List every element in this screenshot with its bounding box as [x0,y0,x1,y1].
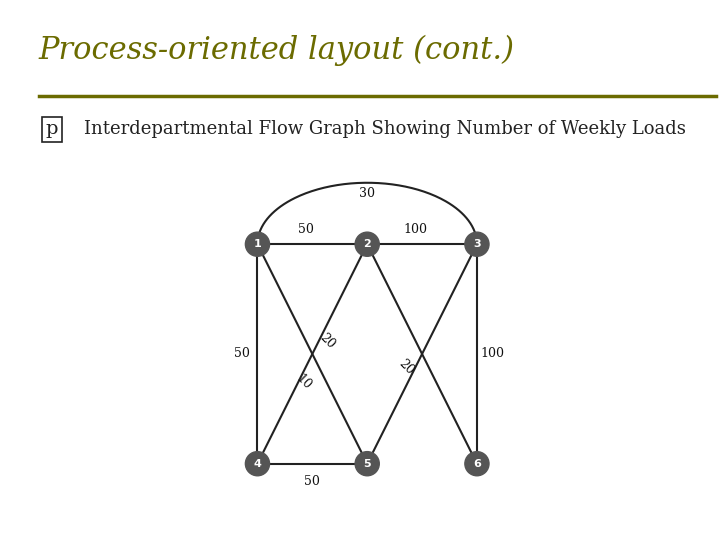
Text: Interdepartmental Flow Graph Showing Number of Weekly Loads: Interdepartmental Flow Graph Showing Num… [84,120,686,138]
Circle shape [465,451,489,476]
Text: 5: 5 [364,458,371,469]
Text: 4: 4 [253,458,261,469]
Text: 2: 2 [364,239,371,249]
Circle shape [355,232,379,256]
Text: Process-oriented layout (cont.): Process-oriented layout (cont.) [39,35,515,66]
Text: 20: 20 [318,330,338,351]
Text: 50: 50 [298,224,314,237]
Text: 10: 10 [293,372,314,393]
Text: 50: 50 [305,475,320,488]
Text: 20: 20 [397,357,417,377]
Circle shape [246,232,269,256]
Text: p: p [46,120,58,138]
Text: 50: 50 [234,347,250,361]
Text: 100: 100 [403,224,428,237]
Text: 30: 30 [359,187,375,200]
Text: 100: 100 [480,347,504,361]
Text: 6: 6 [473,458,481,469]
Circle shape [355,451,379,476]
Text: 3: 3 [473,239,481,249]
Circle shape [465,232,489,256]
Text: 1: 1 [253,239,261,249]
Circle shape [246,451,269,476]
